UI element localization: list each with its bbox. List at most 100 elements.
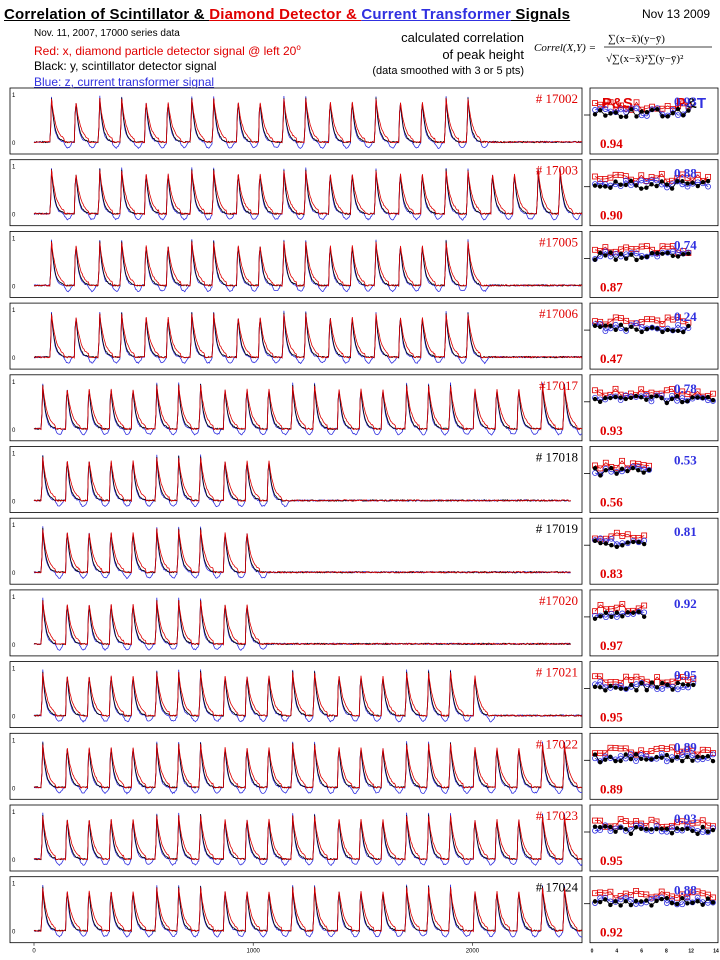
scatter-black-9-pt-2 [603, 757, 608, 762]
calc-label-3: (data smoothed with 3 or 5 pts) [372, 65, 524, 77]
scatter-black-6-pt-8 [636, 539, 641, 545]
scatter-red-5-pt-1 [597, 465, 604, 472]
scatter-black-3-pt-0 [592, 323, 598, 328]
scatter-black-9-pt-22 [705, 753, 711, 759]
scatter-blue-2-pt-8 [633, 250, 640, 257]
scatter-black-5-pt-7 [630, 465, 636, 471]
scatter-frame-2 [589, 230, 719, 298]
scatter-black-11-pt-3 [608, 902, 613, 908]
scatter-red-8-pt-6 [623, 673, 629, 680]
run-label-6: # 17019 [536, 521, 578, 536]
scatter-black-1-pt-5 [618, 182, 623, 187]
scatter-black-9-pt-14 [664, 752, 670, 758]
scatter-x-tick-1: 4 [615, 949, 618, 955]
scatter-black-1-pt-12 [654, 183, 659, 189]
scatter-blue-11-pt-14 [663, 900, 670, 906]
scatter-red-3-line [594, 316, 689, 325]
scatter-black-4-pt-21 [700, 395, 705, 401]
scatter-black-1-pt-13 [659, 179, 665, 184]
scatter-red-3-pt-13 [659, 321, 666, 327]
scatter-black-10-pt-17 [680, 827, 685, 832]
column-header-pt-t: T [696, 95, 707, 112]
scatter-red-1-pt-13 [658, 171, 665, 177]
scatter-black-10-pt-2 [603, 824, 608, 829]
series-black-2 [33, 240, 583, 288]
scatter-black-7-pt-3 [609, 614, 614, 619]
scatter-black-9-pt-6 [623, 752, 628, 757]
scatter-black-0-pt-3 [608, 111, 613, 116]
scatter-blue-11-pt-17 [679, 901, 686, 908]
scatter-black-7-pt-5 [620, 614, 625, 619]
scatter-black-6-pt-0 [592, 538, 598, 543]
scatter-black-7-pt-2 [603, 610, 609, 615]
scatter-black-11-pt-18 [685, 901, 690, 906]
correlation-formula: Correl(X,Y) = ∑(x−x̄)(y−ȳ) √∑(x−x̄)²∑(y−… [534, 33, 712, 65]
scatter-black-2-pt-11 [649, 250, 655, 256]
scatter-black-10-pt-13 [659, 826, 664, 832]
scatter-black-4-pt-5 [618, 395, 623, 400]
scatter-black-4-pt-7 [628, 395, 634, 400]
scatter-red-9-pt-2 [602, 750, 609, 757]
scatter-blue-3-pt-16 [675, 321, 681, 328]
run-label-0: # 17002 [536, 91, 578, 106]
scatter-black-0-pt-6 [623, 114, 629, 119]
scatter-black-5-pt-4 [614, 471, 619, 476]
scatter-black-3-pt-11 [649, 325, 655, 330]
scatter-black-4-pt-1 [597, 399, 603, 405]
scatter-black-9-pt-17 [680, 758, 685, 764]
scatter-red-6-pt-5 [619, 533, 626, 539]
scatter-black-7-pt-7 [631, 610, 636, 615]
scatter-black-6-pt-5 [620, 543, 625, 548]
legend-red-text: Red: x, diamond particle detector signal… [34, 44, 297, 58]
y-tick-1-1: 1 [12, 165, 16, 171]
scatter-blue-9-pt-23 [710, 751, 716, 758]
scatter-red-7-pt-5 [619, 601, 626, 607]
scatter-black-6-pt-7 [631, 539, 636, 545]
scatter-black-8-pt-10 [644, 687, 649, 693]
scatter-red-0-pt-3 [607, 99, 614, 106]
scatter-frame-4 [589, 374, 719, 442]
scatter-red-1-pt-17 [679, 171, 686, 178]
formula-denominator: √∑(x−x̄)²∑(y−ȳ)² [606, 53, 684, 65]
scatter-black-9-pt-19 [690, 758, 695, 763]
scatter-red-11-pt-10 [643, 891, 650, 898]
scatter-black-4-pt-4 [613, 394, 618, 400]
scatter-black-8-pt-2 [603, 688, 608, 693]
scatter-black-4-pt-20 [695, 395, 700, 400]
series-black-0 [33, 97, 583, 144]
scatter-black-10-pt-6 [623, 827, 628, 832]
scatter-red-1-pt-0 [592, 173, 598, 180]
scatter-blue-9-pt-19 [689, 752, 696, 759]
scatter-red-5-pt-8 [635, 460, 642, 467]
scatter-black-1-pt-19 [690, 180, 695, 185]
scatter-frame-0 [589, 87, 719, 155]
scatter-black-9-pt-21 [700, 754, 705, 760]
scatter-red-4-pt-0 [592, 387, 598, 394]
scatter-black-8-pt-8 [634, 688, 639, 693]
waveform-frame-8 [9, 661, 583, 728]
calc-label-2: of peak height [442, 47, 524, 62]
series-blue-8 [33, 669, 583, 723]
scatter-black-3-pt-10 [644, 326, 650, 332]
scatter-black-8-pt-6 [623, 686, 629, 692]
scatter-black-1-pt-3 [608, 185, 613, 190]
scatter-blue-6-pt-1 [597, 535, 604, 542]
waveform-frame-6 [9, 517, 583, 585]
scatter-blue-2-pt-4 [612, 250, 619, 257]
scatter-blue-3-pt-2 [602, 328, 609, 334]
scatter-red-8-pt-7 [628, 677, 635, 683]
y-tick-1-8: 1 [12, 667, 16, 673]
scatter-red-10-pt-21 [699, 817, 706, 824]
legend-blue: Blue: z, current transformer signal [34, 75, 215, 89]
pt-value-10: 0.93 [674, 811, 697, 826]
scatter-red-7-pt-0 [592, 608, 598, 615]
waveform-frame-3 [9, 302, 583, 370]
scatter-red-9-pt-22 [704, 747, 711, 754]
scatter-black-11-pt-13 [659, 896, 664, 902]
scatter-black-1-pt-7 [628, 178, 634, 184]
scatter-black-10-pt-11 [649, 827, 654, 832]
scatter-black-3-pt-18 [686, 323, 691, 329]
scatter-red-5-pt-4 [613, 465, 620, 471]
scatter-black-2-pt-4 [613, 257, 618, 262]
scatter-black-3-pt-1 [597, 324, 603, 330]
